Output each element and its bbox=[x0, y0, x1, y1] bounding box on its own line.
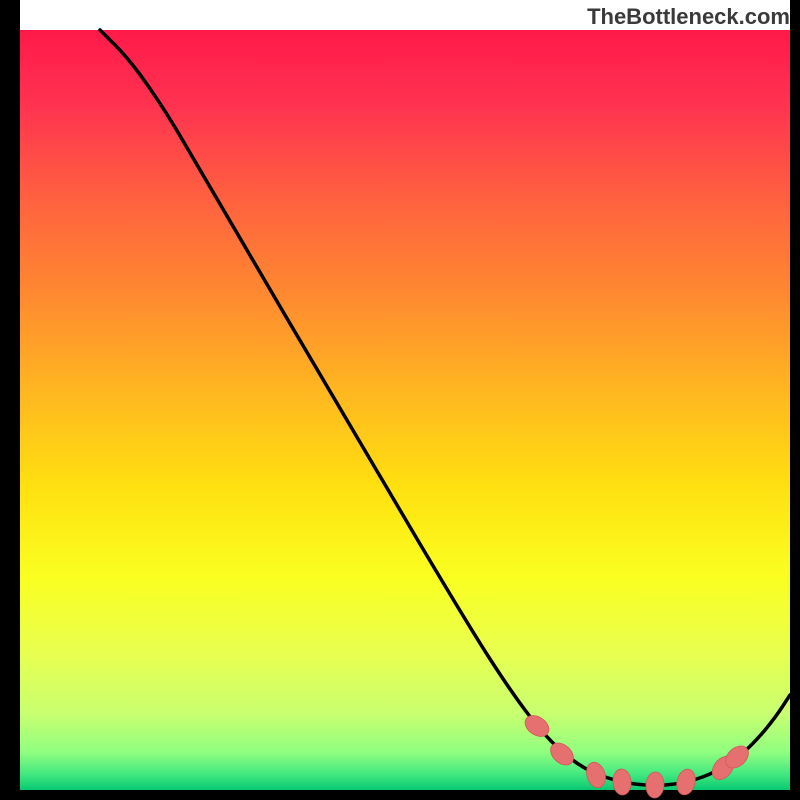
gradient-background bbox=[20, 30, 790, 790]
watermark-text: TheBottleneck.com bbox=[587, 4, 790, 30]
bottleneck-chart bbox=[0, 0, 800, 800]
chart-container: TheBottleneck.com bbox=[0, 0, 800, 800]
